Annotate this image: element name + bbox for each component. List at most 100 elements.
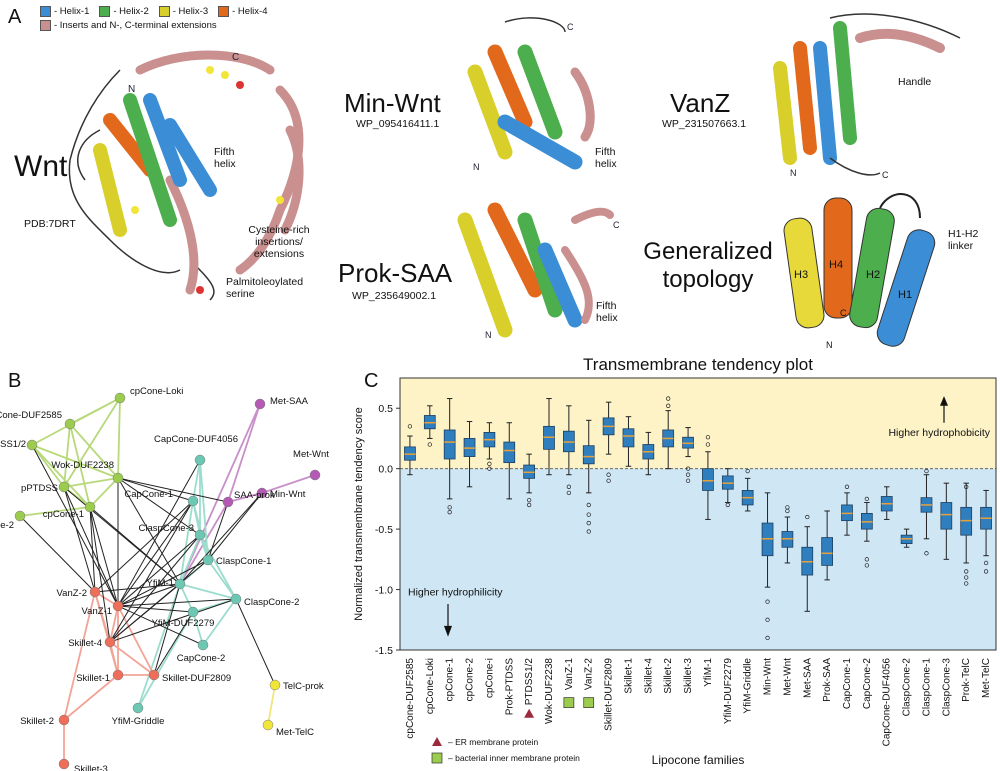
network-node-label: Wok-DUF2238 (51, 460, 114, 471)
box-outlier (705, 435, 711, 440)
box-outlier (705, 442, 711, 447)
network-edge (31, 444, 91, 508)
hydrophilic-region (400, 468, 996, 650)
network-edge (89, 506, 111, 643)
x-tick-label: Skillet-2 (663, 658, 674, 694)
wnt-c-label: C (232, 52, 239, 63)
network-edge (109, 534, 201, 643)
x-tick-label: Met-TelC (981, 658, 992, 698)
network-edge (117, 397, 121, 479)
x-tick-label: Prok-TelC (961, 658, 972, 702)
box-outlier (407, 424, 413, 429)
network-node (58, 758, 70, 770)
minwnt-n-label: N (473, 162, 480, 172)
network-edge (267, 684, 276, 726)
network-node-label: Met-TelC (276, 727, 314, 738)
minwnt-acc: WP_095416411.1 (356, 118, 440, 130)
network-node-label: Skillet-DUF2809 (162, 673, 231, 684)
wnt-title: Wnt (14, 150, 68, 183)
legend-item-helix-1: - Helix-1 (40, 6, 89, 17)
network-node (114, 392, 126, 404)
x-tick-label: VanZ-2 (584, 658, 595, 690)
network-node-label: VanZ-2 (57, 588, 87, 599)
network-edge (31, 444, 119, 607)
network-node-label: ClaspCone-2 (244, 597, 299, 608)
box-outlier (765, 635, 770, 641)
network-edge (137, 611, 194, 709)
minwnt-title: Min-Wnt (344, 88, 441, 118)
vanz-c-label: C (882, 170, 889, 180)
network-edge (117, 477, 181, 585)
box-iqr (940, 502, 953, 530)
network-edge (227, 492, 263, 503)
box-outlier (924, 468, 929, 474)
legend-item-helix-4: - Helix-4 (218, 6, 268, 17)
network-node-label: cpCone-Loki (130, 386, 183, 397)
network-node-label: CapCone-DUF4056 (154, 434, 238, 445)
box-iqr (702, 468, 714, 491)
network-edge (19, 506, 91, 517)
network-edge (117, 598, 237, 607)
y-tick-label: -1.5 (375, 645, 393, 657)
network-node (148, 669, 160, 681)
network-node-label: cpCone-DUF2585 (0, 410, 62, 421)
box-outlier (983, 560, 989, 566)
legend-item-inserts: - Inserts and N-, C-terminal extensions (40, 20, 217, 31)
box-outlier (427, 442, 432, 447)
x-tick-label: cpCone-1 (445, 658, 456, 702)
box-iqr (821, 537, 833, 566)
proksaa-n-label: N (485, 330, 492, 340)
network-edge (227, 403, 261, 503)
network-edge (117, 477, 194, 502)
network-node-label: YfiM-Griddle (112, 716, 165, 727)
network-edge (109, 605, 119, 643)
x-tick-label: Skillet-1 (623, 658, 634, 694)
network-node (174, 578, 186, 590)
x-tick-label: Met-SAA (802, 658, 813, 698)
box-outlier (685, 478, 691, 483)
minwnt-structure: C N (467, 17, 595, 172)
network-edge (153, 583, 181, 676)
box-outlier (924, 551, 929, 556)
y-tick-label: -0.5 (375, 524, 393, 536)
legend-item-helix-2: - Helix-2 (99, 6, 149, 17)
network-edge (117, 534, 201, 607)
network-node (309, 469, 321, 481)
box-outlier (447, 505, 452, 510)
topology-diagram: H3 H4 H2 H1 N C (783, 193, 936, 350)
box-outlier (447, 510, 452, 515)
box-outlier (964, 569, 969, 574)
network-edge (179, 583, 237, 600)
network-edge (117, 605, 204, 646)
network-edge (109, 598, 237, 643)
box-outlier (666, 403, 671, 408)
network-edge (235, 598, 276, 686)
network-edge (207, 492, 263, 561)
network-node (222, 496, 234, 508)
network-node-label: pPTDSS (21, 483, 58, 494)
x-tick-label: Wok-DUF2238 (544, 658, 555, 724)
network-edge (179, 534, 201, 585)
wnt-palm-annot: Palmitoleoylated serine (226, 276, 304, 300)
network-node (64, 418, 76, 430)
network-node (194, 454, 206, 466)
box-outlier (487, 461, 492, 466)
down-arrow-head (444, 625, 452, 637)
inner-membrane-marker (583, 697, 595, 708)
network-node (194, 529, 206, 541)
network-edge (63, 674, 119, 721)
network-node-label: YfiM-1 (147, 578, 174, 589)
network-edge (117, 559, 209, 607)
network-node (112, 472, 124, 484)
network-node-label: Met-SAA (270, 396, 309, 407)
network-edge (31, 444, 119, 479)
network-node-label: Skillet-1 (76, 673, 110, 684)
x-tick-label: cpCone-DUF2585 (405, 658, 416, 739)
x-axis-label: Lipocone families (652, 753, 745, 767)
network-node (197, 639, 209, 651)
network-edge (19, 515, 96, 593)
wnt-pdb: PDB:7DRT (24, 218, 76, 230)
box-outlier (864, 496, 870, 502)
y-tick-label: 0.5 (378, 403, 393, 415)
proksaa-fifth-annot: Fifth helix (596, 300, 618, 324)
